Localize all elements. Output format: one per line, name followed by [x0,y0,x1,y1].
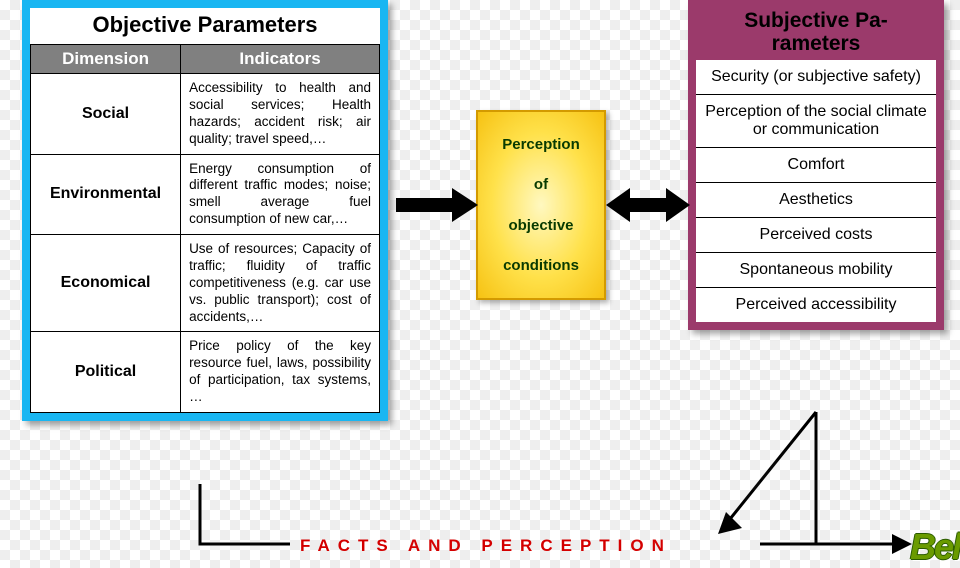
perception-line: Perception [486,136,596,153]
table-row: Environmental Energy consumption of diff… [31,154,380,235]
perception-line: of [486,176,596,193]
list-item: Comfort [696,147,936,182]
indicators-cell: Use of resources; Capacity of traffic; f… [181,235,380,332]
list-item: Perception of the social climate or comm… [696,94,936,147]
list-item: Perceived accessibility [696,287,936,322]
facts-and-perception-label: FACTS AND PERCEPTION [300,536,672,556]
dimension-cell: Social [31,74,181,155]
objective-col-indicators: Indicators [181,45,380,74]
indicators-cell: Price policy of the key resource fuel, l… [181,332,380,413]
list-item: Spontaneous mobility [696,252,936,287]
indicators-cell: Energy consumption of different traffic … [181,154,380,235]
table-row: Economical Use of resources; Capacity of… [31,235,380,332]
dimension-cell: Economical [31,235,181,332]
subjective-title: Subjective Pa- rameters [695,7,937,61]
subjective-parameters-panel: Subjective Pa- rameters Security (or sub… [688,0,944,330]
list-item: Security (or subjective safety) [696,60,936,94]
subjective-title-line1: Subjective Pa- [744,9,888,32]
objective-col-dimension: Dimension [31,45,181,74]
table-row: Social Accessibility to health and socia… [31,74,380,155]
list-item: Perceived costs [696,217,936,252]
perception-line: conditions [486,257,596,274]
objective-parameters-panel: Objective Parameters Dimension Indicator… [22,0,388,421]
bottom-right-arrow-icon [760,534,912,554]
perception-line: objective [486,217,596,234]
subjective-title-line2: rameters [772,32,861,55]
objective-table: Dimension Indicators Social Accessibilit… [30,44,380,413]
objective-down-connector [200,484,290,544]
arrow-right-icon [396,188,478,222]
indicators-cell: Accessibility to health and social servi… [181,74,380,155]
perception-box: Perception of objective conditions [476,110,606,300]
list-item: Aesthetics [696,182,936,217]
dimension-cell: Environmental [31,154,181,235]
objective-title: Objective Parameters [30,8,380,44]
table-row: Political Price policy of the key resour… [31,332,380,413]
subjective-diagonal-arrow-icon [718,412,816,534]
bel-logo: Bel [910,526,960,568]
dimension-cell: Political [31,332,181,413]
subjective-list: Security (or subjective safety) Percepti… [696,60,936,322]
arrow-double-icon [606,188,690,222]
